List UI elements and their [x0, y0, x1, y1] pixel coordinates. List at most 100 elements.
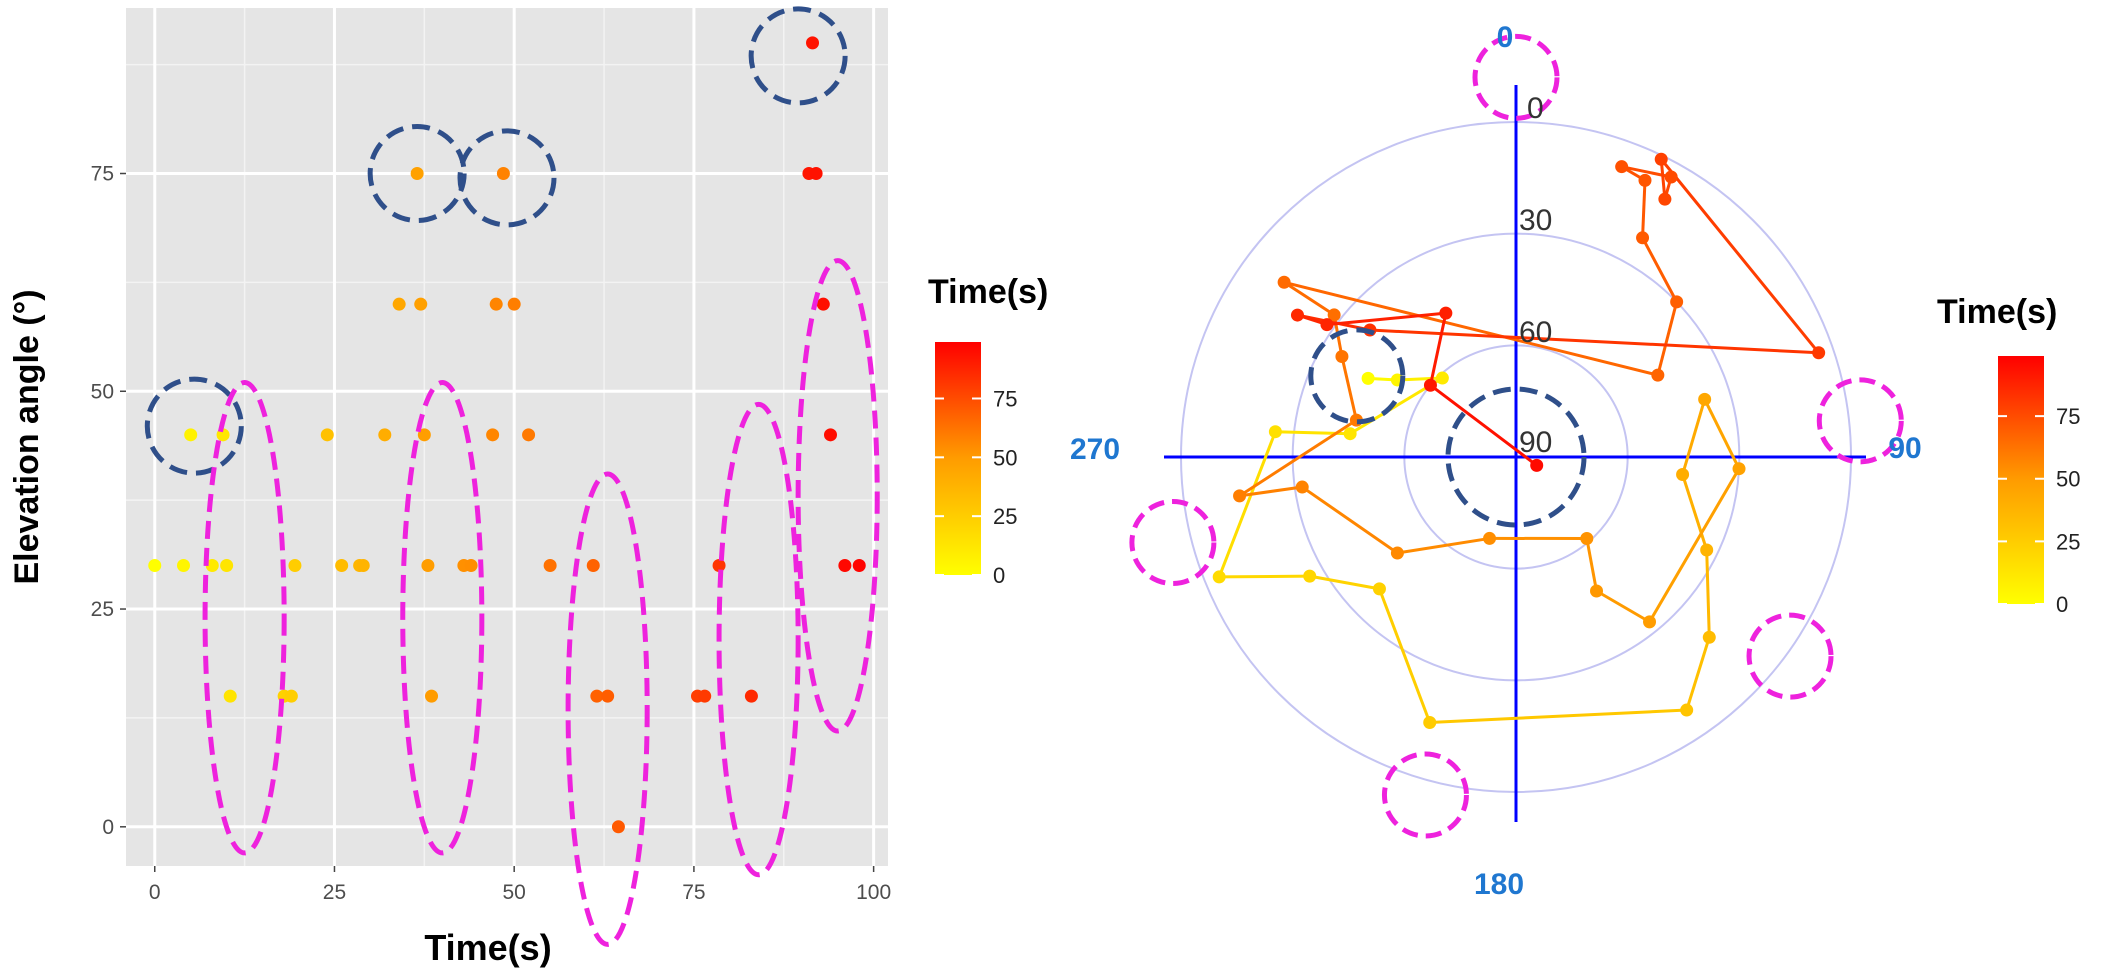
data-point	[414, 297, 428, 311]
colorbar-tick-label: 75	[993, 386, 1017, 411]
trajectory-point	[1327, 308, 1341, 322]
magenta-highlight-circle	[1129, 499, 1217, 587]
radial-label-90: 90	[1519, 426, 1552, 459]
trajectory-point	[1664, 170, 1678, 184]
trajectory-point	[1530, 458, 1544, 472]
trajectory-point	[1702, 630, 1716, 644]
colorbar-tick-label: 50	[2056, 467, 2080, 492]
trajectory-point	[1233, 489, 1247, 503]
trajectory-point	[1423, 378, 1437, 392]
y-tick-label: 0	[102, 816, 114, 839]
colorbar-tick-label: 75	[2056, 404, 2080, 429]
magenta-highlight-circle	[1746, 612, 1834, 700]
data-point	[611, 820, 625, 834]
trajectory-segment	[1219, 574, 1310, 579]
colorbar-tick-label: 50	[993, 445, 1017, 470]
radial-label-0: 0	[1527, 92, 1544, 125]
data-point	[335, 558, 349, 572]
polar-annotations	[1129, 33, 1904, 839]
y-tick-label: 50	[91, 380, 114, 403]
trajectory-point	[1812, 346, 1826, 360]
trajectory-point	[1732, 462, 1746, 476]
radial-label-60: 60	[1519, 316, 1552, 349]
colorbar	[935, 342, 981, 575]
data-point	[590, 689, 604, 703]
data-point	[816, 297, 830, 311]
y-tick-label: 75	[91, 163, 114, 186]
magenta-highlight-ellipse	[202, 380, 287, 856]
magenta-highlight-ellipse	[565, 471, 650, 947]
data-point	[284, 689, 298, 703]
data-point	[823, 428, 837, 442]
polar-chart: 0 30 60 90 0 90 180 270 Time(s) 0 25 50 75	[1070, 21, 2081, 901]
trajectory-point	[1320, 318, 1334, 332]
data-point	[744, 689, 758, 703]
trajectory-segment	[1301, 485, 1399, 555]
data-point	[177, 558, 191, 572]
data-point	[184, 428, 198, 442]
trajectory-segment	[1685, 636, 1711, 711]
trajectory-segment	[1660, 158, 1820, 354]
data-point	[806, 36, 820, 50]
trajectory-segment	[1283, 281, 1335, 317]
x-axis-ticks: 0 25 50 75 100	[149, 866, 891, 904]
data-point	[601, 689, 615, 703]
magenta-highlight-ellipse	[795, 258, 880, 734]
trajectory-segment	[1595, 589, 1651, 624]
trajectory-point	[1483, 531, 1497, 545]
magenta-highlight-circle	[1472, 33, 1560, 121]
trajectory-point	[1277, 275, 1291, 289]
angle-label-west: 270	[1070, 433, 1120, 466]
legend-title: Time(s)	[1937, 293, 2057, 331]
trajectory-segment	[1239, 485, 1303, 498]
trajectory-point	[1435, 371, 1449, 385]
trajectory-segment	[1656, 301, 1679, 376]
trajectory-point	[1654, 152, 1668, 166]
magenta-highlight-circle	[1816, 377, 1904, 465]
data-point	[378, 428, 392, 442]
trajectory-point	[1295, 480, 1309, 494]
trajectory-point	[1423, 716, 1437, 730]
data-points	[148, 36, 866, 834]
trajectory-point	[1439, 306, 1453, 320]
radial-label-30: 30	[1519, 204, 1552, 237]
magenta-highlight-ellipse	[400, 380, 485, 856]
trajectory-point	[1700, 543, 1714, 557]
y-axis-ticks: 0 25 50 75	[91, 163, 126, 839]
trajectory-segment	[1283, 280, 1659, 377]
trajectory-segment	[1681, 398, 1707, 475]
magenta-highlight-circle	[1381, 751, 1469, 839]
colorbar-ticks: 0 25 50 75	[935, 386, 1017, 588]
trajectory-point	[1670, 295, 1684, 309]
data-point	[507, 297, 521, 311]
trajectory-point	[1212, 570, 1226, 584]
data-point	[288, 558, 302, 572]
data-point	[320, 428, 334, 442]
colorbar	[1998, 356, 2044, 604]
trajectory-segment	[1238, 418, 1358, 498]
trajectory-point	[1651, 368, 1665, 382]
data-point	[543, 558, 557, 572]
legend-polar: Time(s) 0 25 50 75	[1937, 293, 2080, 617]
data-point	[421, 558, 435, 572]
trajectory-point	[1268, 425, 1282, 439]
highlight-annotations	[144, 6, 880, 947]
trajectory-segment	[1681, 474, 1709, 551]
data-point	[356, 558, 370, 572]
scatter-chart: 0 25 50 75 100 0 25 50 75 Time(s) Elevation ang…	[8, 6, 1048, 968]
blue-highlight-circle	[457, 128, 557, 228]
trajectory-segment	[1309, 574, 1380, 591]
trajectory-point	[1643, 615, 1657, 629]
trajectory-point	[1361, 371, 1375, 385]
trajectory-segment	[1369, 328, 1819, 355]
data-point	[216, 428, 230, 442]
x-tick-label: 100	[856, 881, 891, 904]
magenta-highlight-ellipse	[716, 401, 801, 878]
trajectory-point	[1698, 392, 1712, 406]
data-point	[809, 167, 823, 181]
trajectory-point	[1636, 231, 1650, 245]
trajectory-segment	[1429, 708, 1687, 725]
trajectory-segment	[1641, 180, 1647, 238]
x-axis-title: Time(s)	[424, 927, 551, 968]
